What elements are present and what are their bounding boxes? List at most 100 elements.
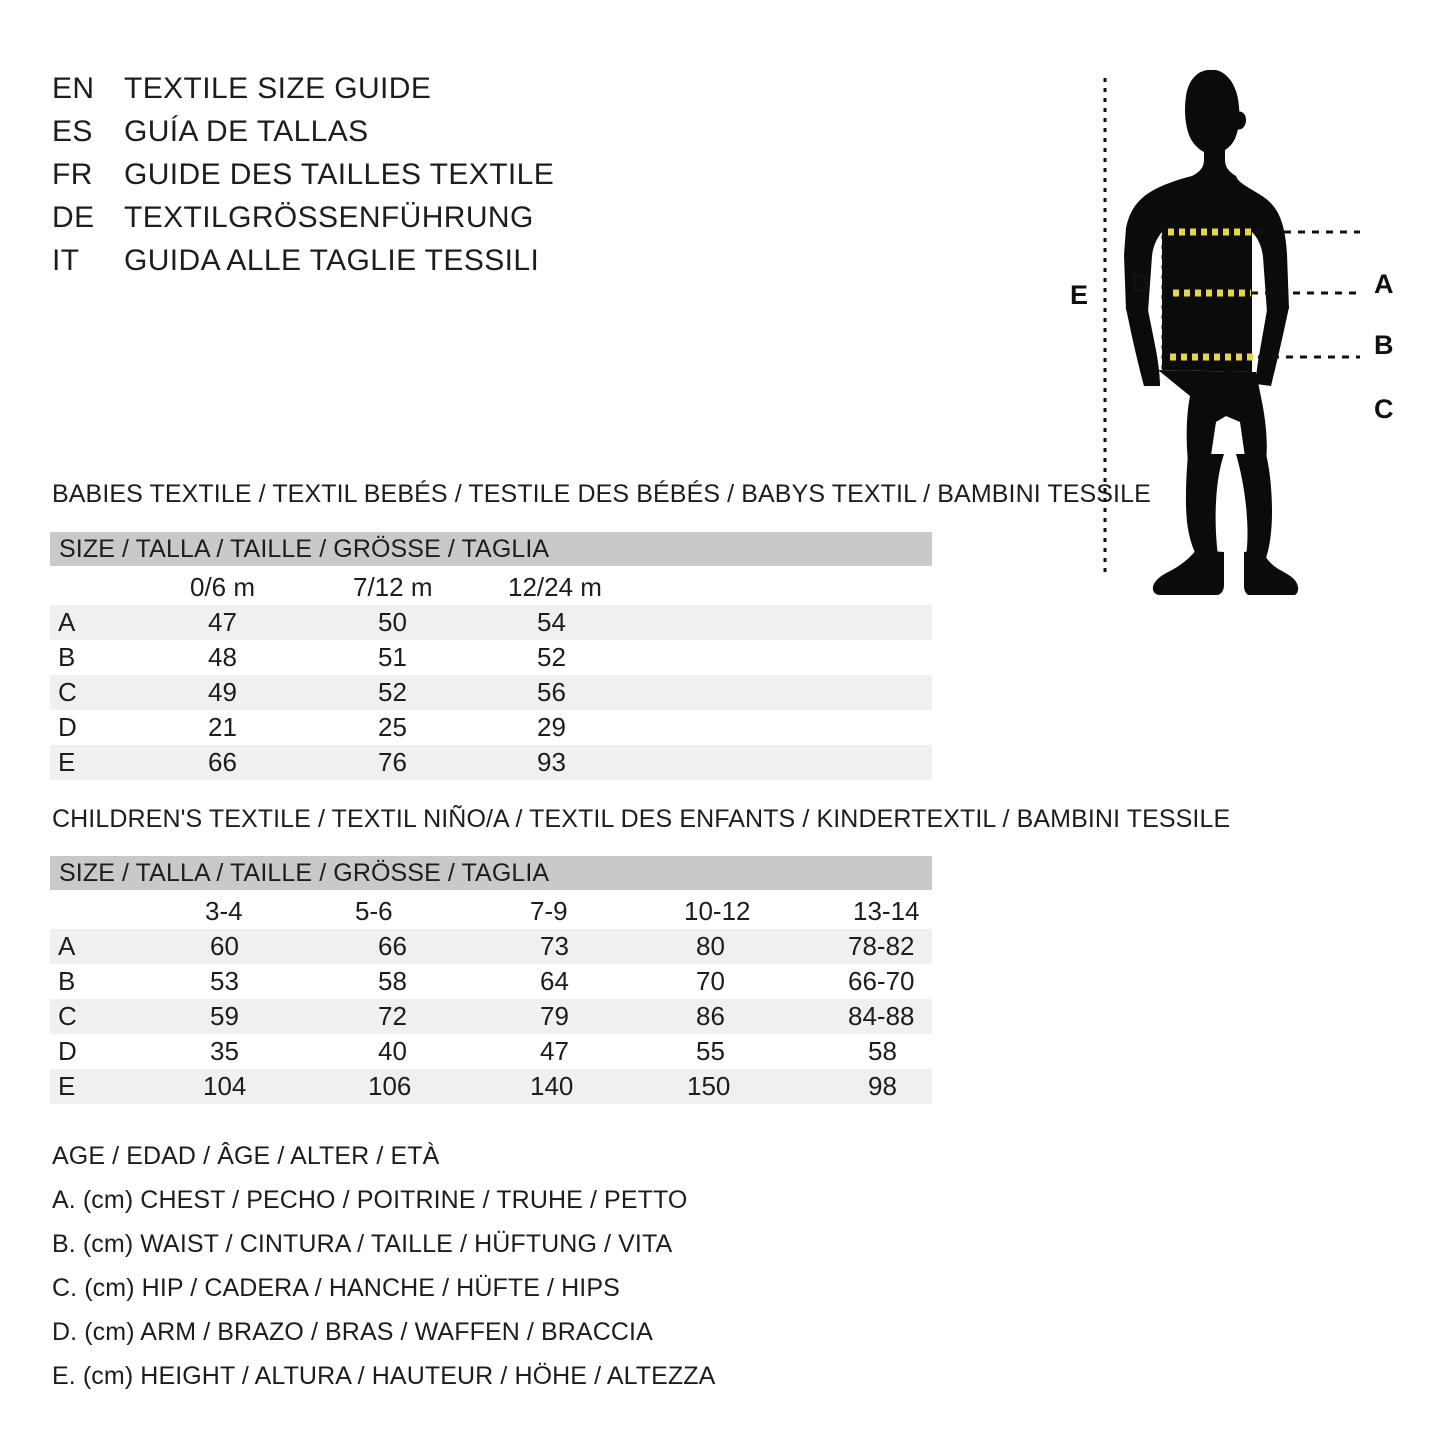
children-cell-e-1: 106 bbox=[368, 1071, 412, 1101]
language-row-fr: FR GUIDE DES TAILLES TEXTILE bbox=[52, 158, 554, 201]
babies-cell-d-1: 25 bbox=[378, 712, 407, 742]
babies-size-band-label: SIZE / TALLA / TAILLE / GRÖSSE / TAGLIA bbox=[59, 535, 550, 563]
legend-line-b-waist: B. (cm) WAIST / CINTURA / TAILLE / HÜFTU… bbox=[52, 1230, 673, 1258]
babies-column-header-row: 0/6 m 7/12 m 12/24 m bbox=[50, 570, 932, 605]
children-cell-d-4: 58 bbox=[868, 1036, 897, 1066]
babies-cell-c-2: 56 bbox=[537, 677, 566, 707]
child-silhouette-diagram bbox=[1103, 70, 1360, 595]
legend-line-c-hip: C. (cm) HIP / CADERA / HANCHE / HÜFTE / … bbox=[52, 1274, 620, 1302]
children-cell-c-1: 72 bbox=[378, 1001, 407, 1031]
babies-row-key-d: D bbox=[58, 712, 77, 742]
babies-row-key-c: C bbox=[58, 677, 77, 707]
children-col-header-0: 3-4 bbox=[205, 896, 243, 926]
children-size-band: SIZE / TALLA / TAILLE / GRÖSSE / TAGLIA bbox=[50, 856, 932, 890]
children-cell-d-1: 40 bbox=[378, 1036, 407, 1066]
table-row: C 49 52 56 bbox=[50, 675, 932, 710]
measurement-legend: AGE / EDAD / ÂGE / ALTER / ETÀ A. (cm) C… bbox=[52, 1142, 715, 1406]
babies-col-header-2: 12/24 m bbox=[508, 572, 602, 602]
babies-cell-b-0: 48 bbox=[208, 642, 237, 672]
babies-cell-c-1: 52 bbox=[378, 677, 407, 707]
babies-col-header-0: 0/6 m bbox=[190, 572, 256, 602]
children-cell-a-2: 73 bbox=[540, 931, 569, 961]
legend-line-e-height: E. (cm) HEIGHT / ALTURA / HAUTEUR / HÖHE… bbox=[52, 1362, 716, 1390]
babies-table: 0/6 m 7/12 m 12/24 m A 47 50 54 B 48 51 … bbox=[50, 570, 932, 780]
children-cell-c-2: 79 bbox=[540, 1001, 569, 1031]
babies-cell-d-2: 29 bbox=[537, 712, 566, 742]
children-column-header-row: 3-4 5-6 7-9 10-12 13-14 bbox=[50, 894, 932, 929]
language-code-it: IT bbox=[52, 244, 80, 277]
babies-cell-a-1: 50 bbox=[378, 607, 407, 637]
language-row-de: DE TEXTILGRÖSSENFÜHRUNG bbox=[52, 201, 554, 244]
children-cell-c-0: 59 bbox=[210, 1001, 239, 1031]
table-row: B 48 51 52 bbox=[50, 640, 932, 675]
children-cell-a-1: 66 bbox=[378, 931, 407, 961]
table-row: D 35 40 47 55 58 bbox=[50, 1034, 932, 1069]
children-cell-b-0: 53 bbox=[210, 966, 239, 996]
children-col-header-2: 7-9 bbox=[530, 896, 568, 926]
babies-cell-e-1: 76 bbox=[378, 747, 407, 777]
children-row-key-e: E bbox=[58, 1071, 76, 1101]
dimension-label-a: A bbox=[1374, 269, 1394, 299]
babies-cell-a-0: 47 bbox=[208, 607, 237, 637]
language-code-en: EN bbox=[52, 72, 95, 105]
babies-cell-d-0: 21 bbox=[208, 712, 237, 742]
children-row-key-d: D bbox=[58, 1036, 77, 1066]
language-text-it: GUIDA ALLE TAGLIE TESSILI bbox=[124, 244, 540, 277]
language-text-fr: GUIDE DES TAILLES TEXTILE bbox=[124, 158, 555, 191]
dimension-label-e: E bbox=[1070, 280, 1089, 310]
children-cell-e-2: 140 bbox=[530, 1071, 574, 1101]
babies-cell-b-2: 52 bbox=[537, 642, 566, 672]
language-text-de: TEXTILGRÖSSENFÜHRUNG bbox=[124, 201, 534, 234]
children-cell-d-3: 55 bbox=[696, 1036, 725, 1066]
legend-line-age: AGE / EDAD / ÂGE / ALTER / ETÀ bbox=[52, 1142, 440, 1170]
table-row: A 47 50 54 bbox=[50, 605, 932, 640]
babies-row-key-b: B bbox=[58, 642, 76, 672]
children-cell-a-4: 78-82 bbox=[848, 931, 915, 961]
babies-cell-a-2: 54 bbox=[537, 607, 566, 637]
children-cell-e-3: 150 bbox=[687, 1071, 731, 1101]
language-code-es: ES bbox=[52, 115, 93, 148]
babies-col-header-1: 7/12 m bbox=[353, 572, 433, 602]
children-cell-b-3: 70 bbox=[696, 966, 725, 996]
language-text-en: TEXTILE SIZE GUIDE bbox=[124, 72, 432, 105]
babies-cell-c-0: 49 bbox=[208, 677, 237, 707]
language-code-de: DE bbox=[52, 201, 95, 234]
children-cell-c-3: 86 bbox=[696, 1001, 725, 1031]
legend-line-a-chest: A. (cm) CHEST / PECHO / POITRINE / TRUHE… bbox=[52, 1186, 688, 1214]
children-size-band-label: SIZE / TALLA / TAILLE / GRÖSSE / TAGLIA bbox=[59, 859, 550, 887]
dimension-label-c: C bbox=[1374, 394, 1394, 424]
child-silhouette-icon bbox=[1124, 70, 1299, 595]
children-table: 3-4 5-6 7-9 10-12 13-14 A 60 66 73 80 78… bbox=[50, 894, 932, 1104]
table-row: D 21 25 29 bbox=[50, 710, 932, 745]
language-row-it: IT GUIDA ALLE TAGLIE TESSILI bbox=[52, 244, 554, 287]
children-col-header-3: 10-12 bbox=[684, 896, 751, 926]
table-row: E 66 76 93 bbox=[50, 745, 932, 780]
children-cell-e-0: 104 bbox=[203, 1071, 247, 1101]
children-row-key-a: A bbox=[58, 931, 76, 961]
children-cell-e-4: 98 bbox=[868, 1071, 897, 1101]
babies-size-band: SIZE / TALLA / TAILLE / GRÖSSE / TAGLIA bbox=[50, 532, 932, 566]
babies-cell-e-0: 66 bbox=[208, 747, 237, 777]
language-text-es: GUÍA DE TALLAS bbox=[124, 115, 369, 148]
table-row: C 59 72 79 86 84-88 bbox=[50, 999, 932, 1034]
children-cell-b-4: 66-70 bbox=[848, 966, 915, 996]
babies-row-key-e: E bbox=[58, 747, 76, 777]
children-row-key-b: B bbox=[58, 966, 76, 996]
language-row-en: EN TEXTILE SIZE GUIDE bbox=[52, 72, 554, 115]
children-col-header-4: 13-14 bbox=[853, 896, 920, 926]
dimension-label-d: D bbox=[1131, 268, 1151, 298]
children-cell-a-3: 80 bbox=[696, 931, 725, 961]
children-col-header-1: 5-6 bbox=[355, 896, 393, 926]
babies-row-key-a: A bbox=[58, 607, 76, 637]
children-cell-a-0: 60 bbox=[210, 931, 239, 961]
language-code-fr: FR bbox=[52, 158, 93, 191]
language-header-block: EN TEXTILE SIZE GUIDE ES GUÍA DE TALLAS … bbox=[52, 72, 554, 287]
dimension-label-b: B bbox=[1374, 330, 1394, 360]
table-row: E 104 106 140 150 98 bbox=[50, 1069, 932, 1104]
babies-cell-e-2: 93 bbox=[537, 747, 566, 777]
children-cell-d-0: 35 bbox=[210, 1036, 239, 1066]
table-row: B 53 58 64 70 66-70 bbox=[50, 964, 932, 999]
legend-line-d-arm: D. (cm) ARM / BRAZO / BRAS / WAFFEN / BR… bbox=[52, 1318, 653, 1346]
measurement-figure: A B C D E bbox=[1040, 50, 1445, 595]
